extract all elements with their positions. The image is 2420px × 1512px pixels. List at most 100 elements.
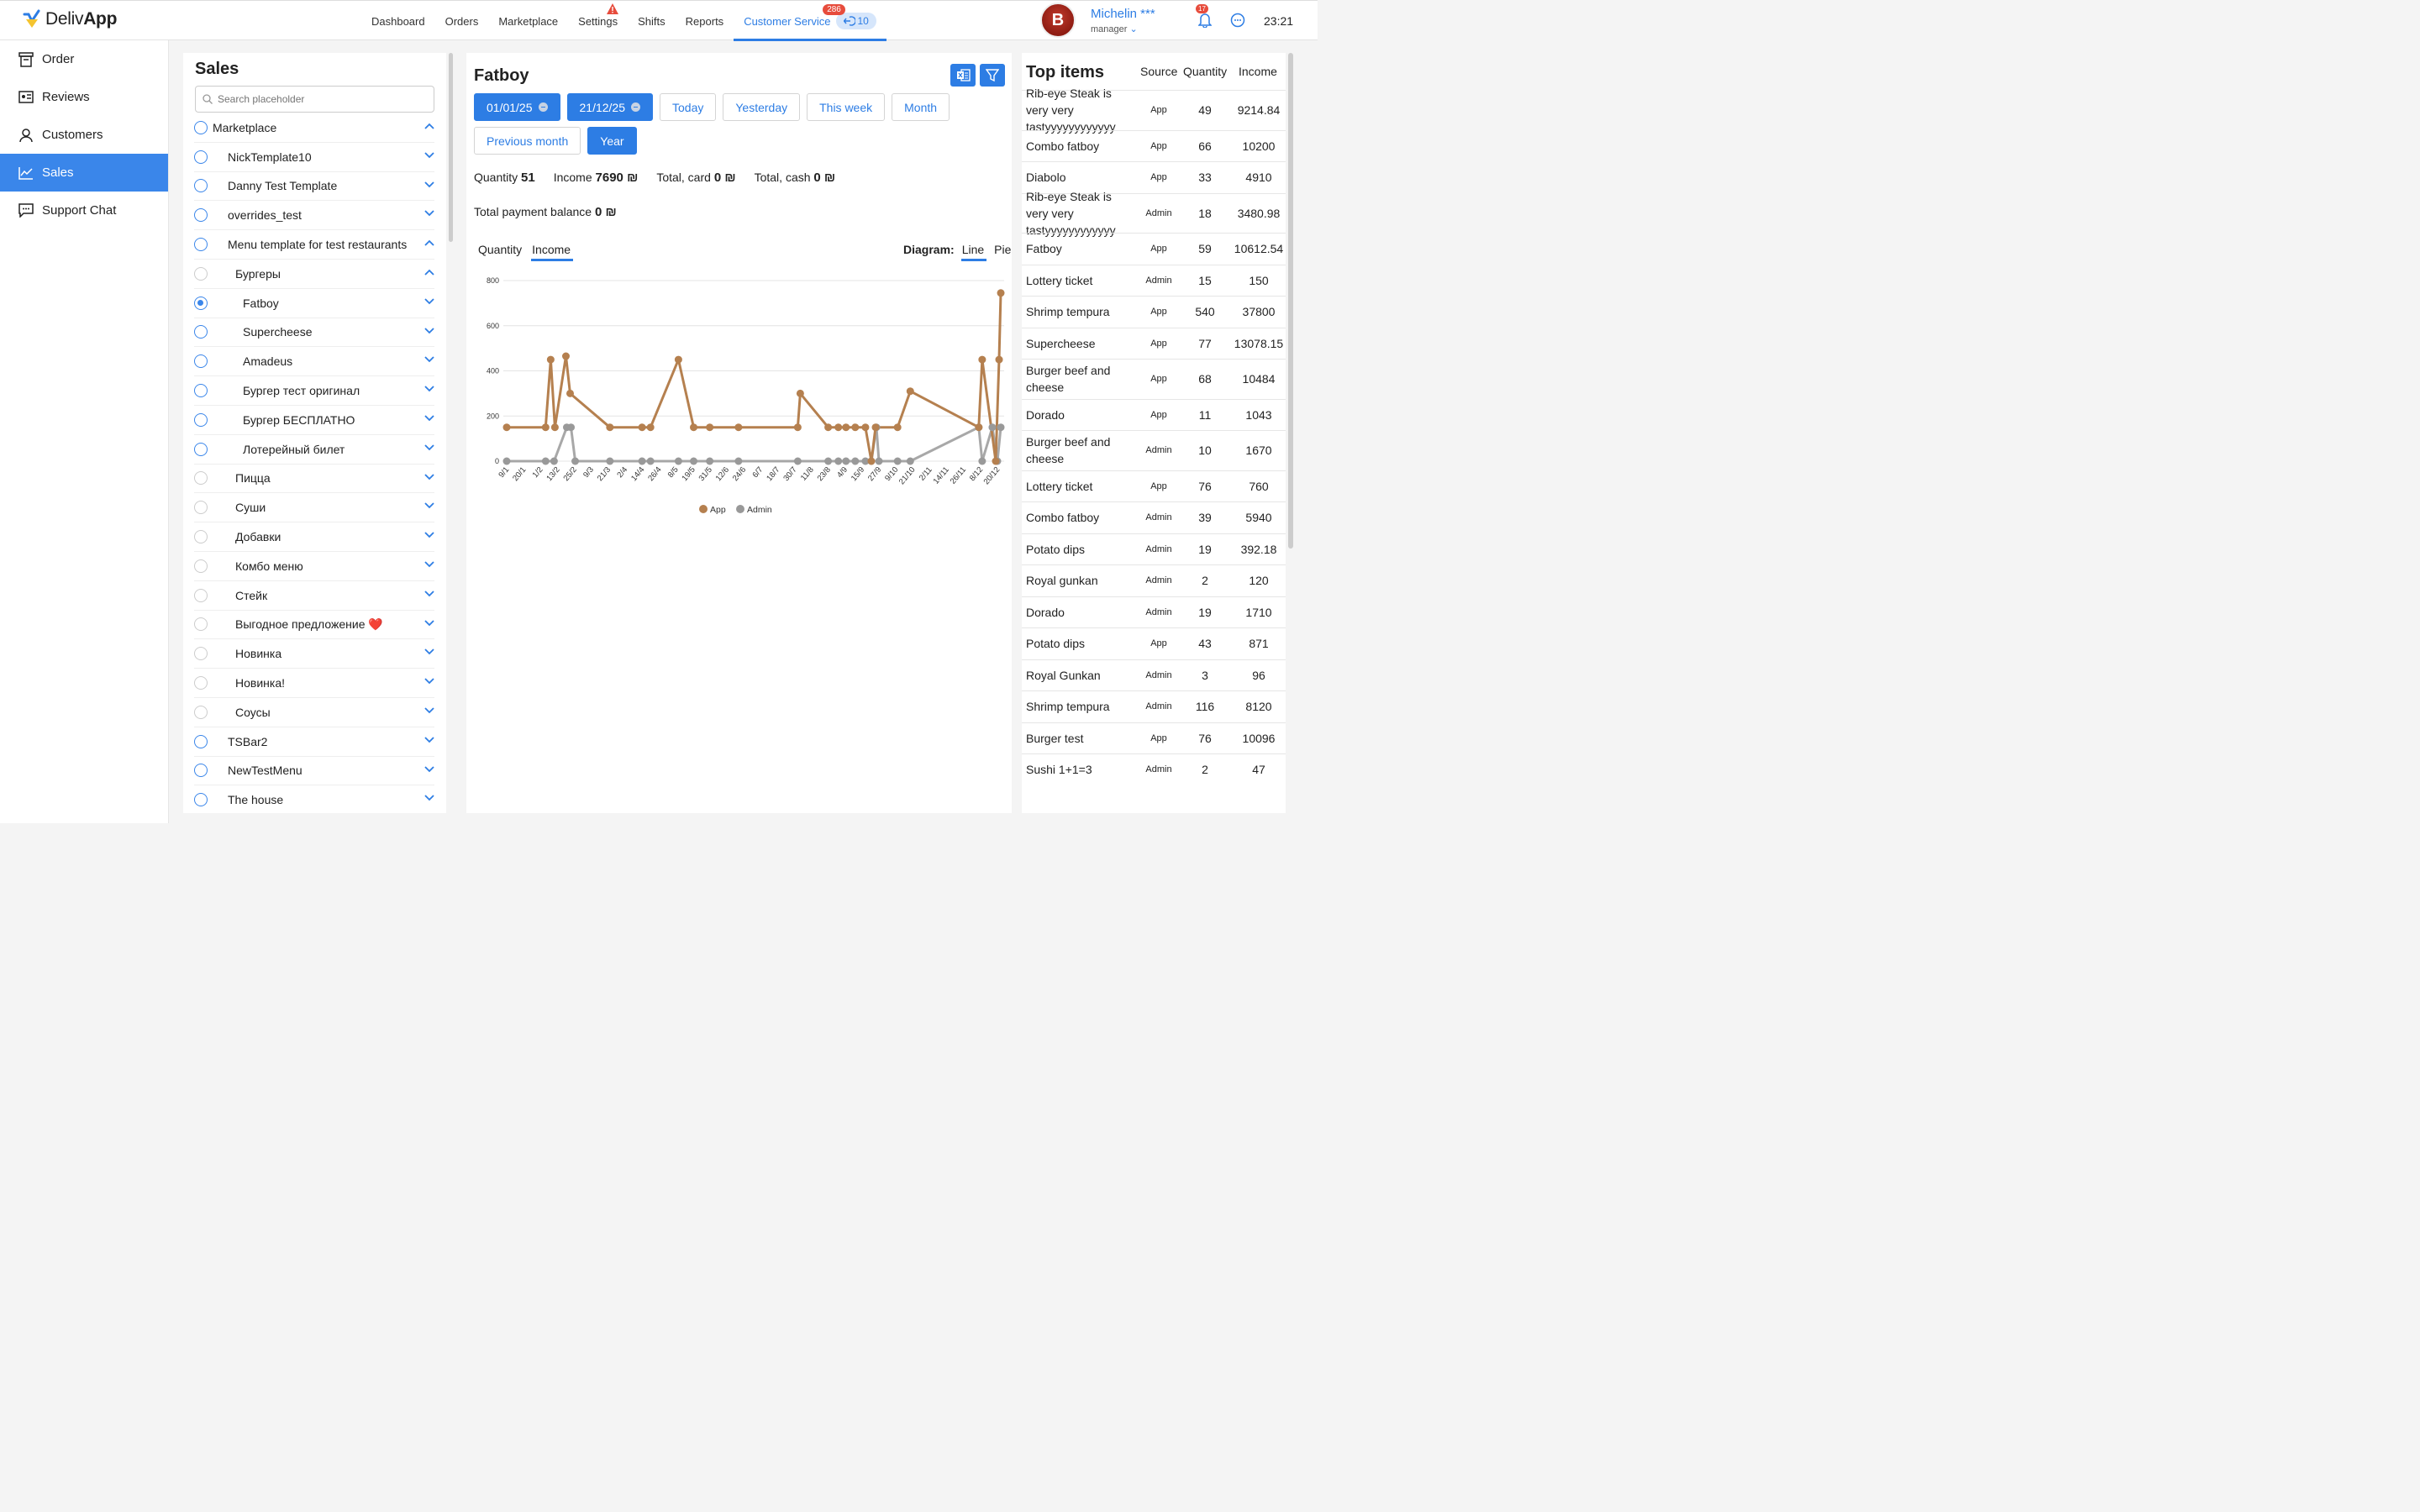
tree-row[interactable]: Пицца	[194, 465, 434, 494]
column-quantity[interactable]: Quantity	[1183, 65, 1228, 78]
chevron-down-icon[interactable]	[424, 678, 434, 685]
chevron-down-icon[interactable]	[424, 181, 434, 188]
chevron-down-icon[interactable]	[424, 444, 434, 451]
table-row[interactable]: Burger test App 76 10096	[1022, 722, 1286, 754]
tree-radio[interactable]	[194, 384, 208, 398]
chevron-down-icon[interactable]	[424, 298, 434, 305]
tree-row[interactable]: Бургер БЕСПЛАТНО	[194, 406, 434, 435]
tree-radio[interactable]	[194, 208, 208, 223]
sidebar-item-customers[interactable]: Customers	[0, 116, 168, 154]
tree-radio[interactable]	[194, 179, 208, 193]
tree-row[interactable]: Amadeus	[194, 347, 434, 377]
table-row[interactable]: Fatboy App 59 10612.54	[1022, 233, 1286, 265]
search-input[interactable]	[218, 93, 428, 105]
tab-income[interactable]: Income	[531, 243, 574, 261]
range-this-week-button[interactable]: This week	[807, 93, 886, 121]
table-row[interactable]: Royal gunkan Admin 2 120	[1022, 564, 1286, 596]
table-row[interactable]: Royal Gunkan Admin 3 96	[1022, 659, 1286, 691]
table-row[interactable]: Dorado Admin 19 1710	[1022, 596, 1286, 628]
table-row[interactable]: Rib-eye Steak is very very tastyyyyyyyyy…	[1022, 190, 1286, 237]
tree-row[interactable]: NickTemplate10	[194, 143, 434, 172]
tab-quantity[interactable]: Quantity	[478, 243, 523, 256]
chevron-down-icon[interactable]	[424, 619, 434, 627]
sidebar-item-support-chat[interactable]: Support Chat	[0, 192, 168, 229]
nav-settings[interactable]: Settings	[568, 1, 628, 41]
tree-radio[interactable]	[194, 734, 208, 748]
search-box[interactable]	[195, 86, 434, 113]
tree-radio[interactable]	[194, 471, 208, 486]
table-row[interactable]: Sushi 1+1=3 Admin 2 47	[1022, 753, 1286, 785]
nav-shifts[interactable]: Shifts	[638, 14, 666, 28]
column-source[interactable]: Source	[1140, 65, 1178, 78]
chevron-down-icon[interactable]	[424, 532, 434, 538]
chevron-up-icon[interactable]	[424, 239, 434, 246]
tree-row[interactable]: The house	[194, 785, 434, 813]
diagram-pie-option[interactable]: Pie	[994, 243, 1012, 256]
tree-radio[interactable]	[194, 793, 208, 807]
tree-radio[interactable]	[194, 501, 208, 515]
range-year-button[interactable]: Year	[587, 127, 637, 155]
tree-row[interactable]: Суши	[194, 493, 434, 523]
table-row[interactable]: Lottery ticket Admin 15 150	[1022, 264, 1286, 297]
chevron-down-icon[interactable]	[424, 795, 434, 801]
tree-row[interactable]: Menu template for test restaurants	[194, 230, 434, 260]
bell-icon[interactable]	[1198, 13, 1212, 28]
export-excel-button[interactable]	[950, 64, 976, 87]
chevron-down-icon[interactable]	[424, 707, 434, 714]
tree-row[interactable]: Выгодное предложение ❤️	[194, 611, 434, 640]
table-row[interactable]: Dorado App 11 1043	[1022, 398, 1286, 431]
table-row[interactable]: Shrimp tempura App 540 37800	[1022, 296, 1286, 328]
tree-row[interactable]: Supercheese	[194, 318, 434, 348]
filter-button[interactable]	[980, 64, 1005, 87]
chat-icon[interactable]	[1230, 13, 1245, 28]
tree-radio[interactable]	[194, 354, 208, 369]
tree-radio[interactable]	[194, 442, 208, 456]
tree-radio[interactable]	[194, 676, 208, 690]
chevron-down-icon[interactable]	[424, 473, 434, 480]
tree-radio[interactable]	[194, 238, 208, 252]
tree-row[interactable]: Бургеры	[194, 260, 434, 289]
tree-radio[interactable]	[194, 120, 208, 134]
tree-row[interactable]: Marketplace	[194, 113, 434, 143]
date-from-button[interactable]: 01/01/25	[474, 93, 560, 121]
range-month-button[interactable]: Month	[892, 93, 950, 121]
date-to-button[interactable]: 21/12/25	[566, 93, 653, 121]
tree-row[interactable]: Стейк	[194, 581, 434, 611]
nav-reports[interactable]: Reports	[685, 14, 724, 28]
tree-radio[interactable]	[194, 617, 208, 632]
nav-marketplace[interactable]: Marketplace	[498, 14, 559, 28]
sales-scrollbar[interactable]	[449, 53, 453, 242]
chevron-down-icon[interactable]	[424, 591, 434, 597]
user-menu[interactable]: B Michelin *** manager ⌄	[1040, 3, 1155, 38]
clear-date-to-icon[interactable]	[631, 102, 640, 112]
tree-row[interactable]: Добавки	[194, 522, 434, 552]
chevron-down-icon[interactable]	[424, 737, 434, 743]
sidebar-item-reviews[interactable]: Reviews	[0, 78, 168, 116]
table-row[interactable]: Supercheese App 77 13078.15	[1022, 327, 1286, 360]
table-row[interactable]: Potato dips App 43 871	[1022, 627, 1286, 659]
chevron-down-icon[interactable]	[424, 502, 434, 509]
table-row[interactable]: Combo fatboy App 66 10200	[1022, 129, 1286, 162]
table-row[interactable]: Diabolo App 33 4910	[1022, 161, 1286, 193]
tree-radio[interactable]	[194, 588, 208, 602]
chevron-up-icon[interactable]	[424, 269, 434, 276]
tree-row[interactable]: NewTestMenu	[194, 757, 434, 786]
tree-radio[interactable]	[194, 325, 208, 339]
tree-row[interactable]: TSBar2	[194, 727, 434, 757]
chevron-down-icon[interactable]	[424, 386, 434, 392]
customer-service-pill[interactable]: 10	[835, 13, 876, 29]
tree-radio[interactable]	[194, 296, 208, 310]
tree-radio[interactable]	[194, 530, 208, 544]
tree-row[interactable]: Danny Test Template	[194, 172, 434, 202]
table-row[interactable]: Burger beef and cheese App 68 10484	[1022, 359, 1286, 399]
tree-row[interactable]: Соусы	[194, 698, 434, 727]
nav-customer-service[interactable]: Customer Service 286 10	[734, 1, 886, 41]
tree-row[interactable]: overrides_test	[194, 201, 434, 231]
table-row[interactable]: Lottery ticket App 76 760	[1022, 470, 1286, 502]
chevron-down-icon[interactable]	[424, 415, 434, 422]
chevron-down-icon[interactable]	[424, 152, 434, 159]
chevron-down-icon[interactable]	[424, 356, 434, 363]
top-items-scrollbar[interactable]	[1288, 53, 1293, 549]
range-previous-month-button[interactable]: Previous month	[474, 127, 581, 155]
tree-row[interactable]: Лотерейный билет	[194, 435, 434, 465]
